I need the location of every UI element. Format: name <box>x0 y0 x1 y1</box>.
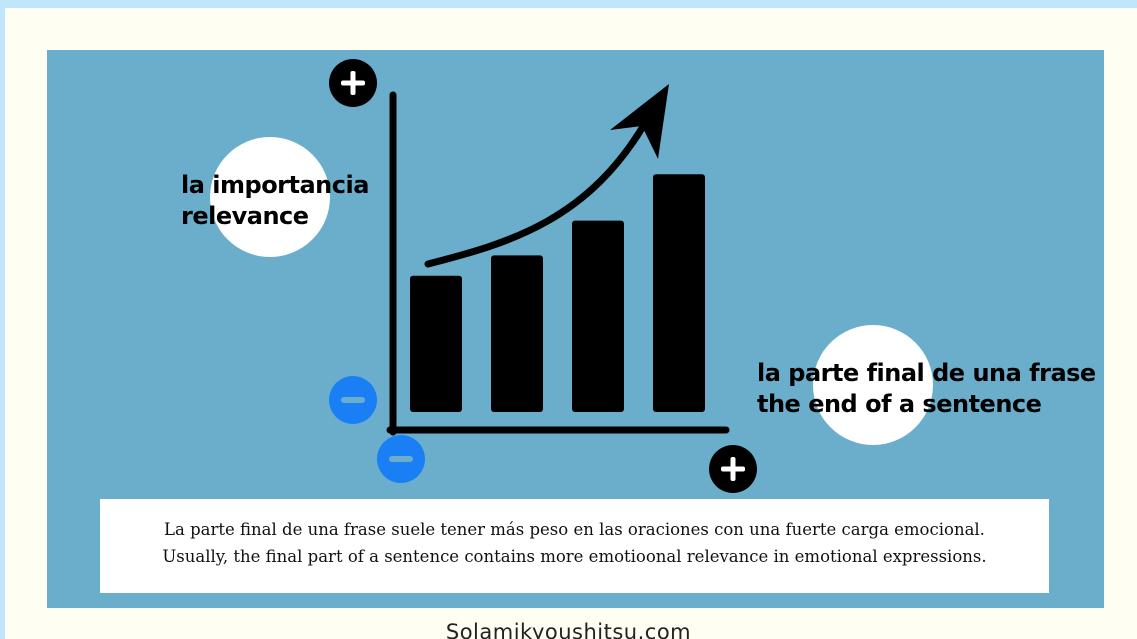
importance-label-en: relevance <box>181 202 309 230</box>
sentence-end-label: la parte final de una frase the end of a… <box>757 358 1096 420</box>
caption-line-es: La parte final de una frase suele tener … <box>164 520 985 539</box>
minus-icon <box>377 435 425 483</box>
top-border-band <box>0 0 1137 8</box>
left-border-band <box>0 0 5 639</box>
caption-box: La parte final de una frase suele tener … <box>100 499 1049 593</box>
trend-arrow-line <box>424 114 652 268</box>
sentence-end-label-es: la parte final de una frase <box>757 359 1096 387</box>
bar-4 <box>653 174 705 412</box>
end-bubble <box>813 325 933 445</box>
importance-bubble <box>210 137 330 257</box>
caption-line-en: Usually, the final part of a sentence co… <box>162 547 987 566</box>
bar-1 <box>410 275 462 412</box>
bar-2 <box>491 255 543 412</box>
plus-icon <box>709 445 757 493</box>
bar-group <box>410 174 705 412</box>
footer-site: Solamikyoushitsu.com <box>445 620 692 639</box>
sentence-end-label-en: the end of a sentence <box>757 390 1042 418</box>
trend-arrowhead-icon <box>610 84 669 159</box>
bar-3 <box>572 220 624 412</box>
importance-label-es: la importancia <box>181 171 369 199</box>
plus-icon <box>329 59 377 107</box>
minus-icon <box>329 376 377 424</box>
importance-label: la importancia relevance <box>181 170 369 232</box>
